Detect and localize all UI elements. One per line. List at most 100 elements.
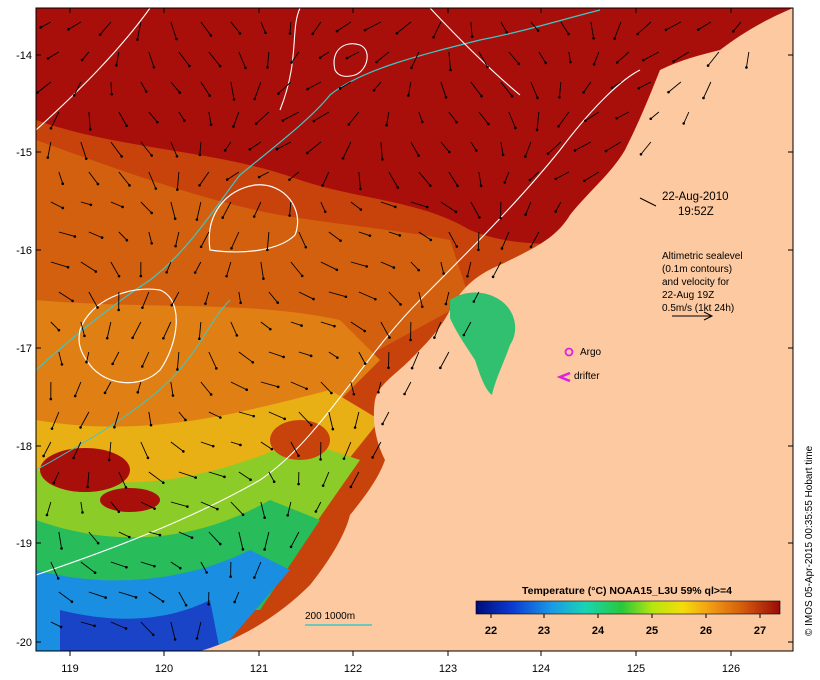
velocity-arrow bbox=[255, 111, 270, 125]
velocity-arrow-head bbox=[377, 390, 380, 394]
velocity-arrow-head bbox=[359, 208, 363, 211]
velocity-arrow bbox=[377, 381, 382, 393]
velocity-arrow-head bbox=[409, 338, 412, 342]
velocity-arrow bbox=[637, 21, 652, 35]
velocity-arrow bbox=[260, 21, 266, 33]
velocity-arrow bbox=[478, 51, 488, 68]
velocity-arrow bbox=[638, 81, 652, 89]
velocity-arrow-head bbox=[96, 306, 99, 309]
velocity-arrow-head bbox=[335, 268, 339, 272]
velocity-arrow-head bbox=[176, 188, 179, 191]
velocity-arrow-head bbox=[305, 387, 308, 391]
velocity-arrow-head bbox=[193, 271, 197, 274]
velocity-arrow bbox=[328, 351, 338, 359]
velocity-arrow bbox=[51, 411, 60, 429]
lon-tick-label: 125 bbox=[627, 663, 645, 675]
velocity-arrow bbox=[290, 321, 302, 327]
velocity-arrow-head bbox=[455, 245, 459, 248]
velocity-arrow bbox=[230, 501, 244, 516]
velocity-arrow bbox=[448, 231, 458, 247]
velocity-arrow bbox=[500, 81, 513, 97]
velocity-arrow-head bbox=[263, 516, 266, 519]
velocity-arrow bbox=[230, 81, 235, 100]
velocity-arrow-head bbox=[158, 533, 162, 537]
velocity-arrow-head bbox=[304, 245, 308, 249]
velocity-arrow-head bbox=[266, 66, 269, 69]
velocity-arrow bbox=[583, 81, 592, 93]
velocity-arrow-head bbox=[417, 154, 420, 157]
velocity-arrow-head bbox=[209, 393, 213, 396]
velocity-arrow bbox=[473, 291, 480, 302]
velocity-arrow bbox=[290, 261, 303, 277]
velocity-arrow-head bbox=[363, 28, 367, 32]
velocity-arrow bbox=[433, 21, 442, 38]
velocity-arrow bbox=[208, 531, 221, 545]
velocity-arrow bbox=[593, 51, 600, 65]
velocity-arrow bbox=[230, 381, 247, 391]
velocity-arrow bbox=[170, 21, 177, 40]
velocity-arrow-head bbox=[262, 277, 265, 280]
velocity-arrow-head bbox=[174, 244, 177, 248]
velocity-arrow bbox=[37, 81, 52, 93]
velocity-arrow bbox=[254, 81, 262, 100]
velocity-arrow bbox=[307, 81, 322, 90]
velocity-arrow bbox=[559, 81, 562, 98]
velocity-arrow bbox=[170, 501, 188, 508]
lat-axis: -14 -15 -16 -17 -18 -19 -20 bbox=[16, 50, 793, 649]
velocity-arrow-head bbox=[150, 241, 153, 245]
velocity-arrow bbox=[148, 51, 155, 68]
velocity-arrow bbox=[268, 291, 279, 303]
velocity-arrow-head bbox=[546, 152, 550, 155]
velocity-arrow-head bbox=[153, 507, 156, 510]
velocity-arrow-head bbox=[161, 481, 165, 484]
velocity-arrow-head bbox=[311, 32, 315, 36]
velocity-arrow bbox=[340, 81, 352, 89]
velocity-arrow bbox=[508, 51, 520, 65]
velocity-arrow-head bbox=[195, 218, 199, 221]
velocity-arrow bbox=[226, 261, 232, 277]
velocity-arrow-head bbox=[342, 457, 346, 460]
velocity-arrow-head bbox=[290, 61, 293, 64]
velocity-arrow-head bbox=[253, 576, 256, 579]
velocity-arrow bbox=[386, 111, 390, 126]
velocity-arrow bbox=[170, 441, 184, 452]
sealevel-contour bbox=[78, 288, 177, 384]
velocity-arrow bbox=[643, 51, 660, 61]
velocity-arrow bbox=[198, 321, 202, 339]
colorbar-tick-label: 23 bbox=[538, 625, 550, 637]
velocity-arrow-head bbox=[569, 60, 572, 64]
velocity-arrow bbox=[574, 141, 592, 151]
velocity-arrow bbox=[616, 111, 630, 119]
velocity-arrow bbox=[364, 21, 382, 31]
velocity-arrow bbox=[289, 171, 300, 181]
velocity-arrow bbox=[208, 351, 217, 369]
velocity-arrow bbox=[640, 141, 652, 155]
lat-tick-label: -20 bbox=[16, 637, 32, 649]
velocity-arrow-head bbox=[241, 548, 245, 551]
velocity-arrow-head bbox=[209, 34, 213, 37]
velocity-arrow-head bbox=[49, 126, 53, 130]
velocity-arrow-head bbox=[425, 205, 429, 209]
velocity-arrow bbox=[268, 411, 285, 420]
velocity-arrow bbox=[80, 411, 90, 428]
velocity-arrow bbox=[73, 81, 82, 96]
time-label: 19:52Z bbox=[678, 206, 714, 218]
velocity-arrow-head bbox=[454, 210, 458, 214]
velocity-arrow-head bbox=[98, 33, 102, 36]
velocity-arrow-head bbox=[244, 66, 247, 70]
lon-tick-label: 122 bbox=[344, 663, 362, 675]
velocity-arrow-head bbox=[49, 397, 53, 401]
velocity-arrow bbox=[260, 321, 271, 330]
velocity-arrow bbox=[614, 21, 622, 39]
sst-light-orange-band bbox=[36, 300, 380, 430]
velocity-arrow-head bbox=[198, 153, 202, 157]
velocity-arrow bbox=[524, 141, 532, 157]
velocity-arrow-head bbox=[309, 423, 313, 427]
velocity-arrow bbox=[141, 291, 150, 308]
velocity-arrow bbox=[99, 21, 112, 35]
velocity-arrow-head bbox=[385, 123, 388, 127]
velocity-arrow-head bbox=[131, 336, 134, 340]
velocity-arrow-head bbox=[636, 32, 639, 36]
velocity-arrow-head bbox=[128, 184, 131, 187]
velocity-arrow-head bbox=[480, 94, 483, 98]
